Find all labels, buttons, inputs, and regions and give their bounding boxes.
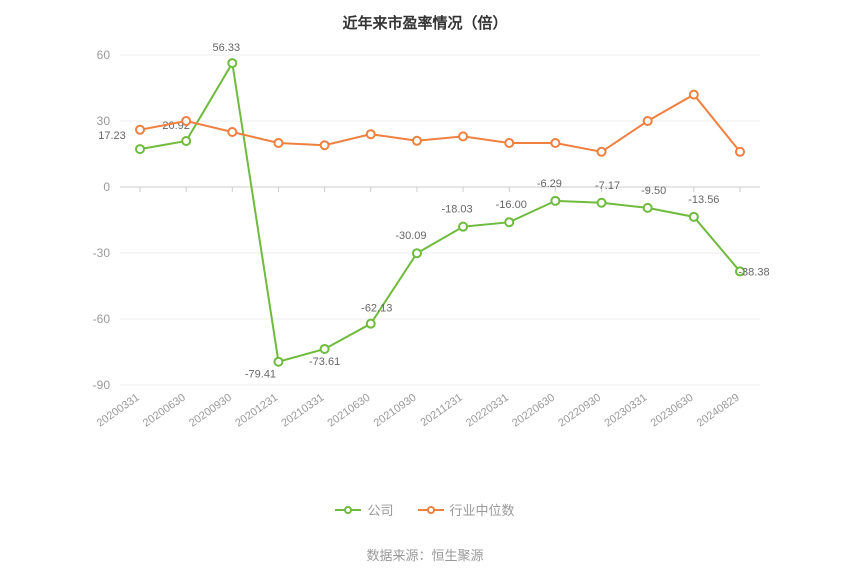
- data-point: [459, 223, 467, 231]
- y-tick-label: 30: [97, 114, 111, 128]
- data-point: [459, 132, 467, 140]
- legend-item[interactable]: 行业中位数: [418, 500, 515, 519]
- chart-legend: 公司 行业中位数: [0, 500, 850, 520]
- data-label: 56.33: [213, 42, 241, 54]
- x-tick-label: 20220331: [464, 392, 511, 430]
- x-tick-label: 20200630: [141, 392, 188, 430]
- data-label: 17.23: [98, 130, 126, 142]
- data-point: [598, 148, 606, 156]
- data-label: -30.09: [395, 230, 426, 242]
- data-point: [413, 249, 421, 257]
- data-point: [644, 117, 652, 125]
- x-tick-label: 20240829: [695, 392, 742, 430]
- x-tick-label: 20210630: [326, 392, 373, 430]
- data-point: [644, 204, 652, 212]
- data-label: -7.17: [595, 180, 620, 192]
- y-tick-label: -60: [93, 312, 111, 326]
- y-tick-label: 60: [97, 48, 111, 62]
- data-point: [598, 199, 606, 207]
- data-label: -16.00: [496, 199, 527, 211]
- data-point: [182, 117, 190, 125]
- legend-label: 行业中位数: [450, 500, 515, 519]
- x-tick-label: 20210331: [279, 392, 326, 430]
- data-label: -73.61: [309, 356, 340, 368]
- x-tick-label: 20230331: [602, 392, 649, 430]
- data-point: [367, 130, 375, 138]
- data-point: [321, 141, 329, 149]
- legend-label: 公司: [367, 500, 393, 519]
- source-note: 数据来源：恒生聚源: [0, 545, 850, 564]
- data-point: [136, 145, 144, 153]
- data-label: -18.03: [441, 204, 472, 216]
- data-point: [690, 213, 698, 221]
- data-label: -13.56: [688, 194, 719, 206]
- y-tick-label: -30: [93, 246, 111, 260]
- y-tick-label: -90: [93, 378, 111, 392]
- legend-item[interactable]: 公司: [335, 500, 393, 519]
- data-point: [413, 137, 421, 145]
- x-tick-label: 20220930: [556, 392, 603, 430]
- data-label: -38.38: [738, 266, 769, 278]
- x-tick-label: 20210930: [372, 392, 419, 430]
- data-point: [274, 139, 282, 147]
- x-tick-label: 20220630: [510, 392, 557, 430]
- legend-swatch: [335, 503, 361, 517]
- data-point: [551, 197, 559, 205]
- data-point: [505, 139, 513, 147]
- chart-plot: -90-60-300306020200331202006302020093020…: [0, 0, 850, 455]
- x-tick-label: 20201231: [233, 392, 280, 430]
- chart-container: 近年来市盈率情况（倍） -90-60-300306020200331202006…: [0, 0, 850, 575]
- data-point: [505, 218, 513, 226]
- data-point: [182, 137, 190, 145]
- data-label: -79.41: [245, 369, 276, 381]
- data-point: [136, 126, 144, 134]
- series-line: [140, 63, 740, 362]
- data-point: [274, 358, 282, 366]
- data-label: -9.50: [641, 185, 666, 197]
- data-point: [367, 320, 375, 328]
- data-point: [690, 91, 698, 99]
- x-tick-label: 20211231: [418, 392, 464, 429]
- x-tick-label: 20200331: [95, 392, 142, 430]
- data-point: [736, 148, 744, 156]
- legend-swatch: [418, 503, 444, 517]
- x-tick-label: 20200930: [187, 392, 234, 430]
- data-point: [228, 128, 236, 136]
- data-point: [228, 59, 236, 67]
- data-point: [551, 139, 559, 147]
- data-label: -62.13: [361, 303, 392, 315]
- y-tick-label: 0: [103, 180, 110, 194]
- x-tick-label: 20230630: [649, 392, 696, 430]
- data-label: -6.29: [537, 178, 562, 190]
- data-point: [321, 345, 329, 353]
